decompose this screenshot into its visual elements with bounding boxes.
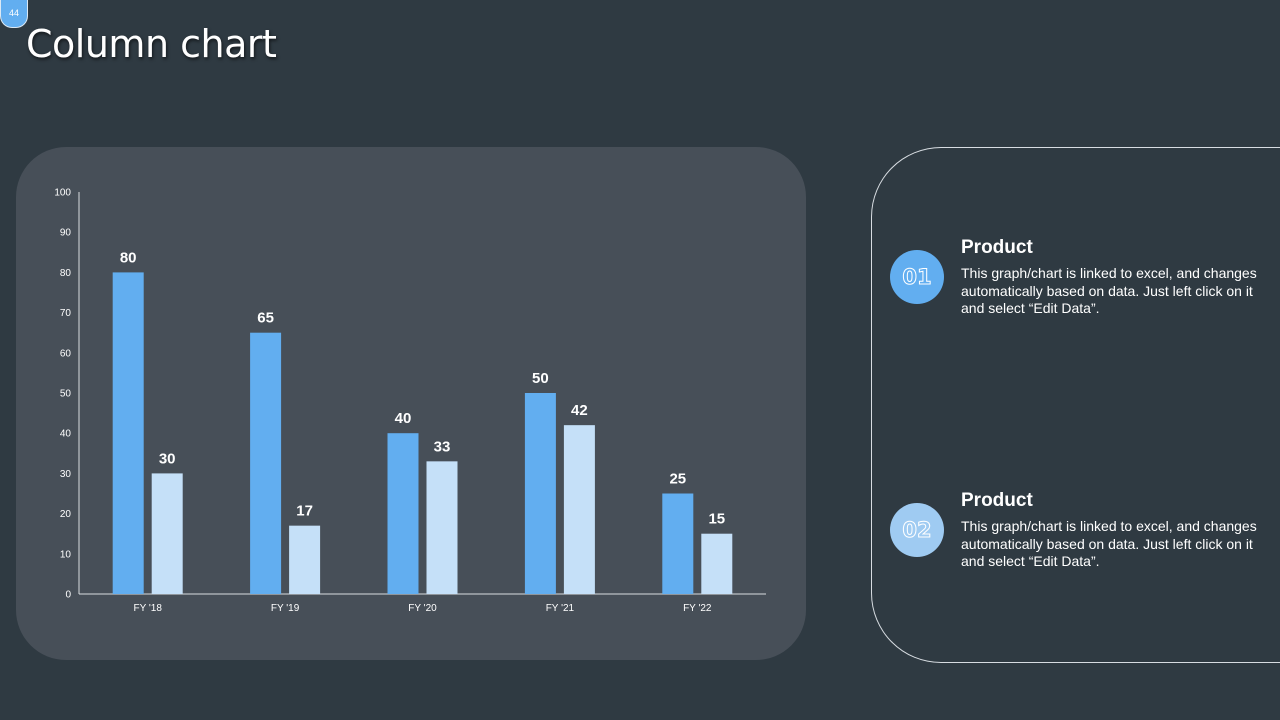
bar [701,533,733,594]
y-tick-label: 30 [60,469,72,480]
data-label: 42 [571,402,588,419]
y-tick-label: 60 [60,348,72,359]
data-label: 33 [434,438,451,455]
bar [151,473,183,594]
data-label: 25 [669,471,686,488]
bar [524,393,556,594]
column-chart: 0 10 20 30 40 50 60 70 80 90 100 80 30 FY '18 65 17 FY '… [54,188,766,614]
bar [426,461,458,594]
page-title: Column chart [26,22,277,66]
y-tick-label: 50 [60,389,72,400]
info-panel: 01 Product This graph/chart is linked to… [871,147,1280,663]
y-tick-label: 0 [65,590,71,601]
y-tick-label: 70 [60,308,72,319]
y-tick-label: 100 [54,188,71,199]
number-circle-01: 01 [890,250,944,304]
info-description-01: This graph/chart is linked to excel, and… [961,265,1257,316]
data-label: 15 [708,511,725,528]
x-tick-label: FY '21 [546,603,575,614]
data-label: 17 [296,503,313,520]
page-number-badge: 44 [0,0,28,28]
bar [250,332,282,594]
y-tick-label: 80 [60,268,72,279]
y-tick-label: 90 [60,228,72,239]
x-tick-label: FY '19 [271,603,300,614]
x-tick-label: FY '20 [408,603,437,614]
data-label: 65 [257,310,274,327]
bar [289,525,321,594]
x-tick-label: FY '22 [683,603,712,614]
info-heading-02: Product [961,490,1033,511]
bar [112,272,144,594]
data-label: 40 [395,410,412,427]
info-description-02: This graph/chart is linked to excel, and… [961,518,1257,569]
y-tick-label: 10 [60,549,72,560]
y-tick-label: 20 [60,509,72,520]
bar [662,493,694,594]
number-circle-02: 02 [890,503,944,557]
chart-panel: 0 10 20 30 40 50 60 70 80 90 100 80 30 FY '18 65 17 FY '… [16,147,806,660]
y-tick-label: 40 [60,429,72,440]
data-label: 30 [159,450,176,467]
info-heading-01: Product [961,237,1033,258]
data-label: 80 [120,249,137,266]
x-tick-label: FY '18 [133,603,162,614]
bar [563,425,595,594]
data-label: 50 [532,370,549,387]
bar [387,433,419,594]
